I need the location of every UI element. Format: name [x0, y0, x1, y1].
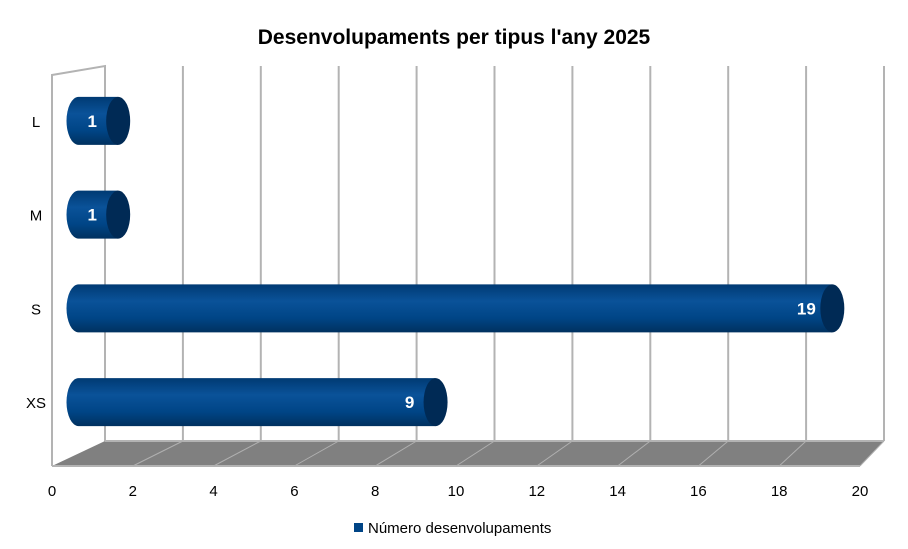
bar: 1 [66, 190, 131, 239]
bar-cap [423, 378, 448, 427]
x-tick-label: 14 [609, 483, 626, 500]
x-tick-label: 20 [852, 483, 869, 500]
y-tick-label: S [31, 301, 41, 318]
floor-gridline [698, 440, 729, 467]
floor-gridline [859, 440, 885, 467]
chart-title: Desenvolupaments per tipus l'any 2025 [258, 26, 651, 49]
bar: 1 [66, 96, 131, 145]
bar-body [66, 190, 119, 239]
floor-gridline [294, 440, 339, 467]
x-tick-label: 0 [48, 483, 56, 500]
x-tick-label: 2 [129, 483, 137, 500]
x-tick-label: 6 [290, 483, 298, 500]
floor-gridline [455, 440, 495, 467]
bar-body [66, 284, 833, 333]
bar-body [66, 96, 119, 145]
bar-cap [820, 284, 845, 333]
floor-gridline [213, 440, 262, 467]
data-label: 1 [87, 206, 96, 225]
bar-cap [106, 190, 131, 239]
floor-gridline [778, 440, 807, 467]
y-tick-label: L [32, 114, 40, 131]
data-label: 9 [405, 393, 414, 412]
x-tick-label: 18 [771, 483, 788, 500]
x-tick-label: 12 [528, 483, 545, 500]
bar-body [66, 378, 436, 427]
legend-label: Número desenvolupaments [368, 520, 551, 537]
x-tick-label: 8 [371, 483, 379, 500]
legend-swatch [354, 523, 363, 532]
chart-floor [52, 441, 884, 466]
floor-gridline [617, 440, 651, 467]
floor-gridline [374, 440, 417, 467]
bar-cap [106, 96, 131, 145]
side-wall [51, 64, 106, 466]
x-tick-label: 16 [690, 483, 707, 500]
y-tick-label: XS [26, 395, 46, 412]
legend: Número desenvolupaments [354, 520, 551, 537]
data-label: 1 [87, 112, 96, 131]
x-tick-label: 10 [448, 483, 465, 500]
floor-gridline [132, 440, 184, 467]
data-label: 19 [797, 299, 816, 318]
floor-gridline [536, 440, 573, 467]
bar: 9 [66, 378, 448, 427]
bar: 19 [66, 284, 845, 333]
x-tick-label: 4 [209, 483, 217, 500]
y-tick-label: M [30, 208, 43, 225]
